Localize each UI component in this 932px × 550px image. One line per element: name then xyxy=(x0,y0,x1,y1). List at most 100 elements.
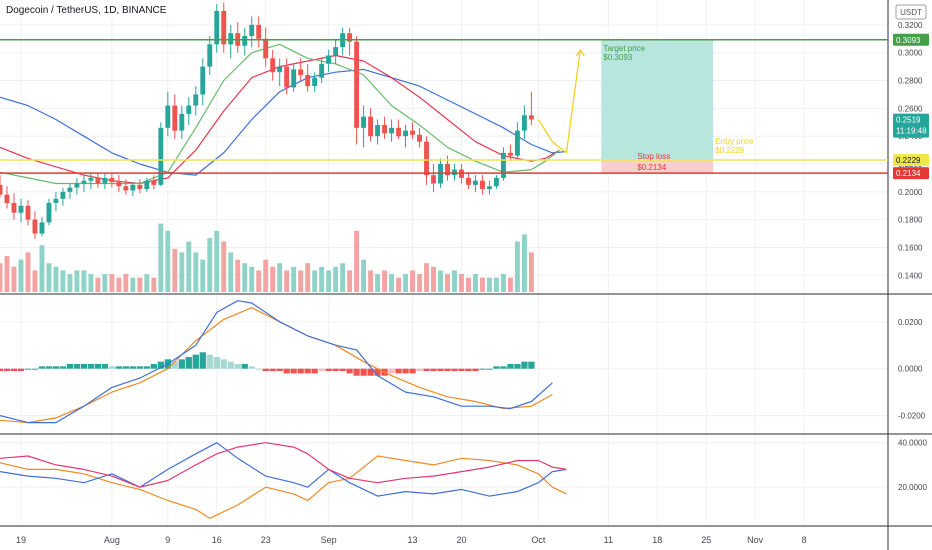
candle-body xyxy=(67,187,73,192)
macd-histogram-bar xyxy=(318,368,325,372)
volume-bar xyxy=(487,277,492,292)
volume-bar xyxy=(207,238,213,292)
macd-histogram-bar xyxy=(346,368,353,374)
candle-body xyxy=(158,127,164,185)
axes: 0.32000.30000.28000.26000.24000.22000.20… xyxy=(16,21,929,545)
macd-histogram-bar xyxy=(178,359,185,369)
candle xyxy=(67,183,73,199)
candle-body xyxy=(424,141,429,176)
macd-tick-label: 0.0200 xyxy=(898,318,923,327)
macd-histogram-bar xyxy=(290,368,297,374)
candle-body xyxy=(74,183,80,188)
candle-body xyxy=(396,127,401,137)
candle-body xyxy=(0,184,3,195)
volume-bar xyxy=(179,252,185,292)
candle-body xyxy=(507,152,513,156)
macd-histogram-bar xyxy=(262,368,269,372)
price-tick-label: 0.3000 xyxy=(898,49,923,58)
candle xyxy=(284,58,290,95)
volume-bar xyxy=(4,256,10,292)
macd-histogram-bar xyxy=(234,364,241,369)
candle-body xyxy=(382,125,388,134)
candle-body xyxy=(270,58,276,73)
candles xyxy=(0,2,534,240)
price-tick-label: 0.1600 xyxy=(898,243,923,252)
time-tick-label: 19 xyxy=(16,535,26,545)
time-tick-label: Oct xyxy=(531,535,546,545)
target-zone[interactable] xyxy=(601,39,714,160)
candle-body xyxy=(368,116,374,137)
macd-histogram-bar xyxy=(3,368,11,372)
candle-body xyxy=(487,186,492,190)
candle-body xyxy=(95,177,101,184)
candle-body xyxy=(207,44,213,67)
candle xyxy=(200,58,206,106)
stop-badge[interactable] xyxy=(893,167,929,180)
volume-bar xyxy=(158,223,164,292)
target-badge[interactable] xyxy=(893,33,929,46)
target-price-label: Target price xyxy=(603,44,645,53)
candle xyxy=(389,119,395,142)
volume-bar xyxy=(88,274,94,292)
candle-body xyxy=(88,177,94,181)
volume-bar xyxy=(291,266,297,292)
volume-bar xyxy=(193,252,199,292)
macd-histogram-bar xyxy=(94,364,102,369)
macd-histogram-bar xyxy=(213,356,220,369)
volume-bar xyxy=(165,230,171,292)
price-levels[interactable] xyxy=(0,39,888,174)
candle xyxy=(25,200,31,226)
last-price-badge[interactable] xyxy=(893,113,929,138)
volume-bar xyxy=(53,266,59,292)
time-tick-label: 9 xyxy=(165,535,170,545)
moving-averages xyxy=(0,43,567,185)
macd-histogram-bar xyxy=(192,354,199,369)
volume-bar xyxy=(466,277,471,292)
time-tick-label: 16 xyxy=(212,535,222,545)
macd-histogram-bar xyxy=(45,366,53,369)
macd-histogram-bar xyxy=(437,368,444,372)
volume-bar xyxy=(521,234,527,292)
macd-histogram-bar xyxy=(374,368,381,376)
macd-histogram-bar xyxy=(409,368,416,374)
last-price-badge-value: 0.2519 xyxy=(896,116,921,125)
currency-button[interactable] xyxy=(895,4,927,20)
macd-histogram-bar xyxy=(108,366,116,369)
candle xyxy=(137,179,143,194)
macd-line xyxy=(0,300,553,424)
volume-bar xyxy=(67,274,73,292)
macd-histogram-bar xyxy=(332,368,339,372)
volume-bar xyxy=(0,263,3,292)
macd-histogram-bar xyxy=(10,368,18,372)
volume-bar xyxy=(249,266,255,292)
macd-histogram-bar xyxy=(353,368,360,376)
volume-bar xyxy=(277,263,283,292)
volume-bar xyxy=(445,274,450,292)
stop-loss-label: Stop loss xyxy=(637,152,670,161)
macd-histogram-bar xyxy=(38,366,46,369)
candle xyxy=(500,147,506,181)
time-tick-label: Nov xyxy=(747,535,764,545)
candle xyxy=(158,122,164,187)
title-background xyxy=(0,0,200,18)
volume-bar xyxy=(242,263,248,292)
macd-histogram-bar xyxy=(143,366,150,369)
candle xyxy=(88,172,94,190)
macd-histogram-bar xyxy=(479,368,486,370)
candle-body xyxy=(179,113,185,131)
candle xyxy=(466,172,471,190)
target-badge-value: 0.3093 xyxy=(896,36,921,45)
projection-path xyxy=(537,49,581,154)
macd-histogram-bar xyxy=(150,364,157,369)
volume-bar xyxy=(514,241,520,292)
volume-bar xyxy=(137,277,143,292)
entry-badge[interactable] xyxy=(893,153,929,166)
candle xyxy=(39,216,45,237)
stop-zone[interactable] xyxy=(601,159,714,174)
candle xyxy=(60,187,66,206)
volume-bar xyxy=(284,270,290,292)
candle-body xyxy=(4,194,10,203)
